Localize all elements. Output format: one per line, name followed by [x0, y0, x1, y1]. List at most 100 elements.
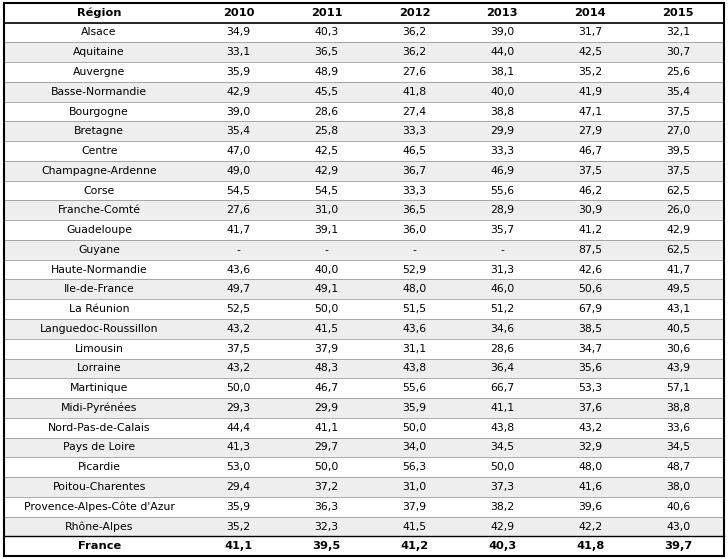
Text: 40,5: 40,5 — [666, 324, 690, 334]
Text: 53,3: 53,3 — [578, 383, 602, 393]
Text: 46,0: 46,0 — [490, 285, 515, 295]
Text: 29,4: 29,4 — [226, 482, 250, 492]
Text: Midi-Pyrénées: Midi-Pyrénées — [61, 402, 138, 413]
Text: 39,1: 39,1 — [314, 225, 339, 235]
Bar — [4, 319, 724, 339]
Bar — [4, 82, 724, 102]
Text: 55,6: 55,6 — [491, 186, 515, 196]
Text: 57,1: 57,1 — [666, 383, 690, 393]
Text: 43,6: 43,6 — [226, 264, 250, 274]
Text: 37,9: 37,9 — [403, 502, 427, 512]
Text: 37,2: 37,2 — [314, 482, 339, 492]
Text: 43,2: 43,2 — [226, 324, 250, 334]
Text: 54,5: 54,5 — [314, 186, 339, 196]
Text: Guyane: Guyane — [78, 245, 120, 255]
Text: 37,9: 37,9 — [314, 344, 339, 354]
Text: Martinique: Martinique — [70, 383, 128, 393]
Text: 31,7: 31,7 — [578, 27, 602, 37]
Text: 41,2: 41,2 — [400, 541, 429, 551]
Text: Bourgogne: Bourgogne — [69, 107, 129, 116]
Text: 40,0: 40,0 — [490, 87, 515, 97]
Bar — [4, 339, 724, 358]
Text: 43,2: 43,2 — [578, 423, 602, 433]
Text: 53,0: 53,0 — [226, 462, 250, 472]
Text: 39,6: 39,6 — [578, 502, 602, 512]
Text: 36,0: 36,0 — [403, 225, 427, 235]
Text: 37,5: 37,5 — [226, 344, 250, 354]
Text: 52,9: 52,9 — [403, 264, 427, 274]
Bar — [4, 299, 724, 319]
Text: 37,5: 37,5 — [578, 166, 602, 176]
Text: 39,0: 39,0 — [226, 107, 250, 116]
Text: 46,5: 46,5 — [403, 146, 427, 156]
Text: 37,5: 37,5 — [666, 107, 690, 116]
Text: 37,3: 37,3 — [491, 482, 515, 492]
Text: 27,6: 27,6 — [226, 205, 250, 215]
Text: La Réunion: La Réunion — [69, 304, 130, 314]
Text: Languedoc-Roussillon: Languedoc-Roussillon — [40, 324, 159, 334]
Text: 41,8: 41,8 — [403, 87, 427, 97]
Text: 50,0: 50,0 — [403, 423, 427, 433]
Text: 41,5: 41,5 — [314, 324, 339, 334]
Text: 67,9: 67,9 — [578, 304, 602, 314]
Text: -: - — [500, 245, 505, 255]
Text: 30,9: 30,9 — [578, 205, 603, 215]
Text: 26,0: 26,0 — [666, 205, 690, 215]
Text: 32,9: 32,9 — [578, 443, 602, 452]
Text: 50,0: 50,0 — [226, 383, 250, 393]
Text: 47,0: 47,0 — [226, 146, 250, 156]
Bar — [4, 280, 724, 299]
Text: 42,9: 42,9 — [666, 225, 690, 235]
Text: Ile-de-France: Ile-de-France — [64, 285, 135, 295]
Text: 48,7: 48,7 — [666, 462, 690, 472]
Text: 51,2: 51,2 — [491, 304, 515, 314]
Text: 43,6: 43,6 — [403, 324, 427, 334]
Bar — [4, 398, 724, 418]
Text: 43,9: 43,9 — [666, 363, 690, 373]
Bar — [4, 22, 724, 42]
Text: 35,4: 35,4 — [226, 126, 250, 136]
Text: 29,9: 29,9 — [491, 126, 515, 136]
Bar — [4, 201, 724, 220]
Text: 25,8: 25,8 — [314, 126, 339, 136]
Text: 41,2: 41,2 — [578, 225, 602, 235]
Text: 27,4: 27,4 — [403, 107, 427, 116]
Text: 27,0: 27,0 — [666, 126, 690, 136]
Text: 35,2: 35,2 — [578, 67, 602, 77]
Text: 41,1: 41,1 — [224, 541, 253, 551]
Text: 31,0: 31,0 — [403, 482, 427, 492]
Text: Centre: Centre — [81, 146, 117, 156]
Text: 29,3: 29,3 — [226, 403, 250, 413]
Text: Limousin: Limousin — [75, 344, 124, 354]
Text: 2014: 2014 — [574, 8, 606, 18]
Text: 52,5: 52,5 — [226, 304, 250, 314]
Text: 51,5: 51,5 — [403, 304, 427, 314]
Bar — [4, 141, 724, 161]
Text: 39,7: 39,7 — [664, 541, 692, 551]
Bar — [4, 181, 724, 201]
Text: 47,1: 47,1 — [578, 107, 602, 116]
Text: 34,9: 34,9 — [226, 27, 250, 37]
Text: 56,3: 56,3 — [403, 462, 427, 472]
Text: 42,6: 42,6 — [578, 264, 602, 274]
Text: 28,9: 28,9 — [491, 205, 515, 215]
Text: 32,3: 32,3 — [314, 522, 339, 532]
Text: 35,9: 35,9 — [226, 67, 250, 77]
Text: 34,5: 34,5 — [666, 443, 690, 452]
Text: Picardie: Picardie — [78, 462, 121, 472]
Text: 49,7: 49,7 — [226, 285, 250, 295]
Text: 35,4: 35,4 — [666, 87, 690, 97]
Text: 32,1: 32,1 — [666, 27, 690, 37]
Text: 43,8: 43,8 — [403, 363, 427, 373]
Text: Franche-Comté: Franche-Comté — [58, 205, 141, 215]
Text: 41,3: 41,3 — [226, 443, 250, 452]
Bar — [4, 457, 724, 477]
Bar — [4, 358, 724, 378]
Bar — [4, 477, 724, 497]
Text: 33,1: 33,1 — [226, 47, 250, 57]
Text: -: - — [325, 245, 328, 255]
Text: 66,7: 66,7 — [491, 383, 515, 393]
Bar — [4, 102, 724, 121]
Text: 28,6: 28,6 — [314, 107, 339, 116]
Bar — [4, 260, 724, 280]
